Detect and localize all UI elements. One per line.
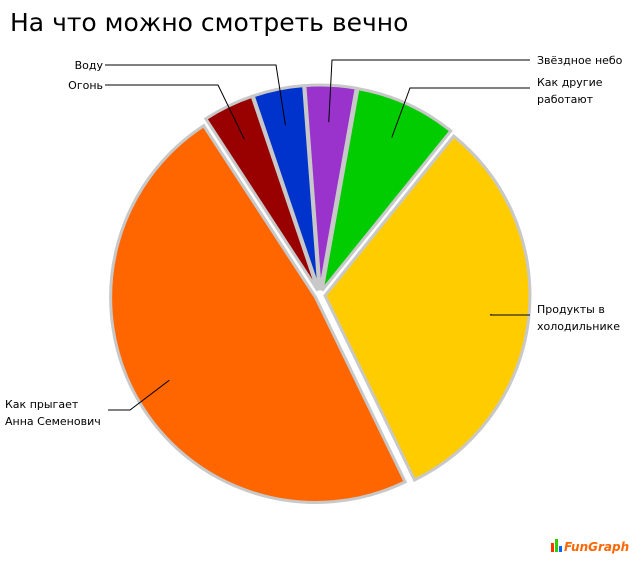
pie-slice [323,133,532,482]
leader-line [328,59,530,123]
chart-title: На что можно смотреть вечно [10,8,408,37]
pie-slice [109,123,408,504]
slice-label: Звёздное небо [537,54,623,67]
leader-line [105,84,245,140]
logo-bar [555,539,558,552]
leader-line [391,87,530,138]
leader-line [105,64,286,126]
pie-slice [320,86,453,292]
slice-label: Продукты в холодильнике [537,303,620,333]
slice-label: Воду [75,59,104,72]
logo-bar [551,543,554,552]
slice-label: Огонь [68,79,103,92]
logo: FunGraph [551,539,629,554]
logo-bar [559,546,562,552]
logo-text: FunGraph [564,540,629,554]
slice-label: Как другие работают [537,76,603,106]
slice-label: Как прыгает Анна Семенович [5,398,101,428]
leader-line [108,379,170,411]
pie-slice [251,84,321,291]
